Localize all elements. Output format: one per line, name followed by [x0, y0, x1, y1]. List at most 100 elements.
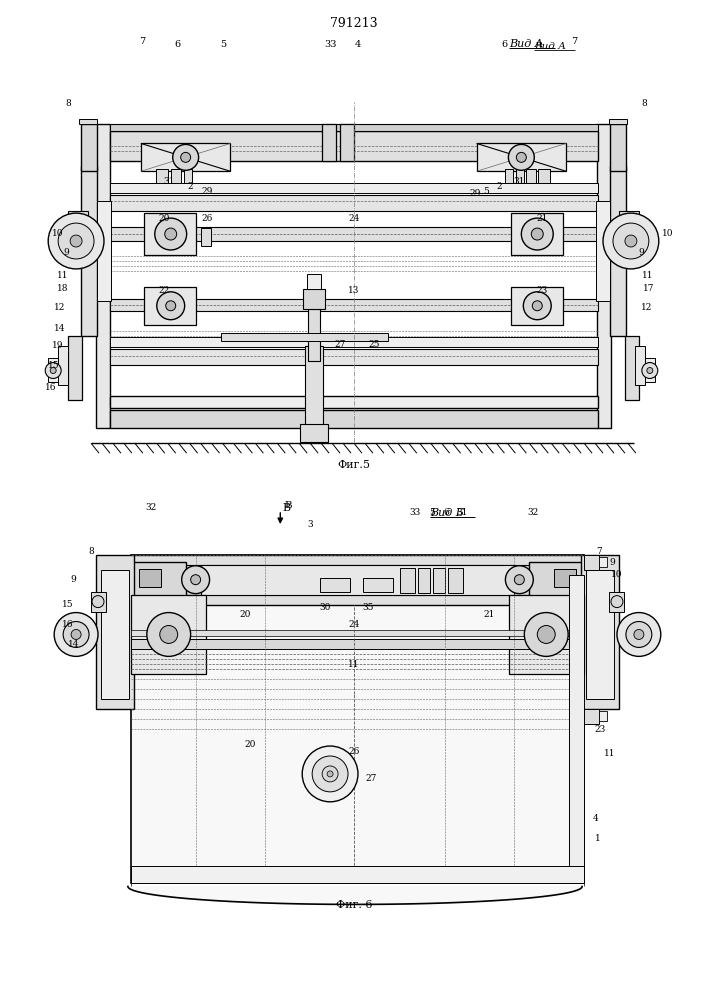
- Bar: [599, 711, 607, 721]
- Text: 24: 24: [349, 620, 360, 629]
- Text: 12: 12: [54, 303, 65, 312]
- Text: Вид А: Вид А: [509, 39, 544, 49]
- Text: 19: 19: [52, 341, 63, 350]
- Text: 11: 11: [349, 660, 360, 669]
- Text: 14: 14: [68, 640, 79, 649]
- Circle shape: [642, 363, 658, 378]
- Text: 2: 2: [496, 182, 502, 191]
- Circle shape: [634, 629, 644, 639]
- Bar: [131, 630, 584, 636]
- Circle shape: [58, 223, 94, 259]
- Bar: [526, 169, 537, 183]
- Circle shape: [54, 613, 98, 656]
- Bar: [110, 410, 598, 428]
- Text: 7: 7: [139, 37, 145, 46]
- Bar: [584, 555, 599, 570]
- Text: 16: 16: [62, 620, 73, 629]
- Circle shape: [312, 756, 348, 792]
- Bar: [141, 143, 230, 171]
- Bar: [61, 221, 68, 253]
- Bar: [340, 124, 354, 161]
- Circle shape: [63, 622, 89, 647]
- Bar: [110, 349, 598, 365]
- Text: 31: 31: [456, 508, 467, 517]
- Circle shape: [603, 213, 659, 269]
- Text: 3: 3: [308, 520, 313, 529]
- Bar: [110, 195, 598, 211]
- Bar: [530, 562, 584, 600]
- Circle shape: [647, 368, 653, 373]
- Bar: [609, 119, 627, 124]
- Circle shape: [537, 626, 555, 643]
- Text: 4: 4: [593, 814, 599, 823]
- Circle shape: [71, 629, 81, 639]
- Bar: [48, 358, 58, 382]
- Text: 17: 17: [643, 284, 655, 293]
- Text: 31: 31: [163, 177, 175, 186]
- Bar: [131, 562, 186, 600]
- Bar: [619, 211, 639, 261]
- Bar: [305, 346, 323, 425]
- Text: 11: 11: [642, 271, 653, 280]
- Bar: [131, 555, 584, 605]
- Text: 4: 4: [355, 40, 361, 49]
- Bar: [201, 228, 211, 246]
- Bar: [635, 346, 645, 385]
- Bar: [639, 221, 646, 253]
- Circle shape: [521, 218, 553, 250]
- Circle shape: [182, 566, 209, 594]
- Circle shape: [617, 613, 661, 656]
- Bar: [584, 709, 599, 724]
- Text: 7: 7: [571, 37, 577, 46]
- Text: 10: 10: [662, 229, 673, 238]
- Bar: [110, 183, 598, 193]
- Text: 791213: 791213: [330, 17, 378, 30]
- Bar: [516, 169, 525, 183]
- Circle shape: [525, 613, 568, 656]
- Text: 6: 6: [175, 40, 181, 49]
- Text: 5: 5: [428, 508, 435, 517]
- Bar: [97, 201, 111, 301]
- Text: B: B: [284, 501, 292, 510]
- Bar: [418, 568, 430, 593]
- Text: Вид Б: Вид Б: [430, 508, 464, 518]
- Text: 12: 12: [641, 303, 653, 312]
- Circle shape: [45, 363, 61, 378]
- Text: 11: 11: [604, 749, 616, 758]
- Text: 20: 20: [158, 214, 170, 223]
- Text: B: B: [282, 503, 291, 513]
- Circle shape: [613, 223, 649, 259]
- Bar: [79, 119, 97, 124]
- Circle shape: [611, 596, 623, 608]
- Bar: [144, 213, 196, 255]
- Text: 9: 9: [70, 575, 76, 584]
- Bar: [131, 866, 584, 883]
- Text: 7: 7: [596, 547, 602, 556]
- Bar: [184, 169, 192, 183]
- Bar: [610, 166, 626, 336]
- Text: 30: 30: [320, 603, 331, 612]
- Bar: [96, 555, 134, 709]
- Bar: [81, 166, 97, 336]
- Text: 29: 29: [202, 187, 214, 196]
- Bar: [596, 201, 610, 301]
- Bar: [433, 568, 445, 593]
- Bar: [201, 565, 515, 595]
- Text: 15: 15: [47, 361, 59, 370]
- Bar: [506, 169, 513, 183]
- Bar: [322, 124, 336, 161]
- Circle shape: [532, 301, 542, 311]
- Text: 15: 15: [62, 600, 73, 609]
- Text: 1: 1: [595, 834, 601, 843]
- Circle shape: [181, 152, 191, 162]
- Bar: [448, 568, 462, 593]
- Text: 16: 16: [45, 383, 56, 392]
- Text: 5: 5: [221, 40, 226, 49]
- Circle shape: [165, 301, 176, 311]
- Text: 22: 22: [158, 286, 170, 295]
- Bar: [58, 346, 68, 385]
- Text: 10: 10: [612, 570, 623, 579]
- Text: 18: 18: [57, 284, 68, 293]
- Bar: [303, 289, 325, 309]
- Bar: [586, 570, 614, 699]
